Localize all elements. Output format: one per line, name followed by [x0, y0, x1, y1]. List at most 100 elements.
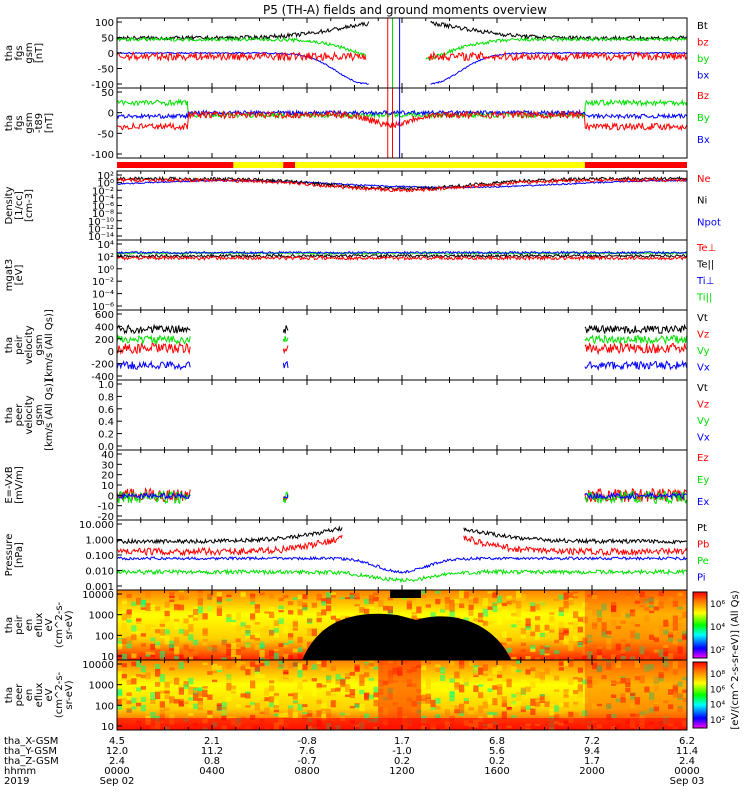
- spectrogram-cell: [155, 681, 161, 687]
- spectrogram-cell: [136, 702, 142, 707]
- spectrogram-cell: [159, 623, 165, 627]
- x-col-value: 1600: [484, 766, 509, 777]
- spectrogram-cell: [539, 600, 545, 608]
- legend-Pi: Pi: [697, 573, 706, 584]
- spectrogram-cell: [202, 662, 208, 666]
- spectrogram-cell: [425, 604, 431, 608]
- spectrogram-cell: [473, 597, 479, 604]
- y-tick-label: 10: [101, 481, 114, 492]
- spectrogram-cell: [592, 662, 598, 670]
- spectrogram-cell: [174, 619, 180, 622]
- y-axis-label: [cm-3]: [24, 189, 35, 222]
- spectrogram-cell: [620, 678, 626, 684]
- x-col-value: 9.4: [584, 746, 600, 757]
- spectrogram-cell: [511, 715, 517, 718]
- spectrogram-cell: [625, 643, 631, 651]
- spectrogram-cell: [155, 691, 161, 700]
- spectrogram-cell: [592, 644, 598, 647]
- spectrogram-cell: [188, 705, 194, 708]
- spectrogram-cell: [596, 709, 602, 712]
- spectrogram-cell: [634, 610, 640, 615]
- x-col-value: 4.5: [109, 736, 125, 747]
- y-tick-label: 10⁻⁸: [92, 209, 114, 220]
- spectrogram-cell: [549, 707, 555, 716]
- spectrogram-cell: [639, 646, 645, 655]
- spectrogram-cell: [539, 671, 545, 680]
- x-col-value: -0.8: [297, 736, 317, 747]
- spectrogram-cell: [582, 602, 588, 608]
- spectrogram-cell: [140, 643, 146, 647]
- spectrogram-cell: [207, 687, 213, 695]
- spectrogram-cell: [411, 729, 417, 730]
- spectrogram-cell: [435, 598, 441, 605]
- spectrogram-cell: [663, 700, 669, 704]
- spectrogram-cell: [140, 674, 146, 679]
- spectrogram-cell: [121, 638, 127, 645]
- colorbar-1: [692, 661, 708, 729]
- spectrogram-cell: [549, 612, 555, 616]
- y-axis-label: (cm^2-s-: [54, 671, 65, 718]
- spectrogram-cell: [677, 623, 683, 626]
- spectrogram-cell: [240, 591, 246, 598]
- spectrogram-cell: [677, 681, 683, 687]
- spectrogram-cell: [573, 677, 579, 680]
- spectrogram-cell: [169, 591, 175, 599]
- spectrogram-cell: [478, 619, 484, 623]
- spectrogram-cell: [516, 610, 522, 617]
- spectrogram-cell: [297, 594, 303, 601]
- spectrogram-cell: [117, 606, 123, 612]
- legend-Te⊥: Te⊥: [696, 243, 716, 254]
- spectrogram-cell: [525, 705, 531, 710]
- spectrogram-cell: [511, 693, 517, 698]
- spectrogram-cell: [235, 703, 241, 708]
- spectrogram-cell: [487, 714, 493, 719]
- legend-Npot: Npot: [697, 217, 721, 228]
- spectrogram-cell: [292, 711, 298, 718]
- spectrogram-cell: [440, 688, 446, 693]
- spectrogram-cell: [506, 706, 512, 709]
- spectrogram-cell: [558, 621, 564, 630]
- spectrogram-cell: [520, 680, 526, 685]
- spectrogram-cell: [292, 621, 298, 627]
- spectrogram-cell: [425, 693, 431, 700]
- spectrogram-cell: [235, 651, 241, 659]
- spectrogram-cell: [440, 675, 446, 681]
- x-col-value: 1.7: [394, 736, 410, 747]
- spectrogram-cell: [554, 639, 560, 644]
- spectrogram-cell: [639, 714, 645, 722]
- spectrogram-cell: [183, 596, 189, 600]
- spectrogram-cell: [288, 640, 294, 644]
- spectrogram-cell: [653, 637, 659, 642]
- spectrogram-cell: [454, 705, 460, 710]
- y-tick-label: 0.001: [85, 582, 114, 593]
- spectrogram-cell: [449, 599, 455, 605]
- spectrogram-cell: [421, 665, 427, 671]
- spectrogram-cell: [687, 723, 692, 726]
- spectrogram-cell: [174, 699, 180, 704]
- spectrogram-cell: [539, 645, 545, 649]
- spectrogram-cell: [193, 691, 199, 696]
- spectrogram-cell: [601, 625, 607, 634]
- spectrogram-cell: [459, 664, 465, 670]
- spectrogram-cell: [687, 609, 692, 614]
- spectrogram-cell: [169, 702, 175, 711]
- legend-Vy: Vy: [697, 346, 710, 357]
- spectrogram-cell: [459, 703, 465, 709]
- panel-frame-2: [116, 170, 688, 241]
- spectrogram-cell: [535, 603, 541, 611]
- spectrogram-cell: [530, 670, 536, 679]
- spectrogram-cell: [425, 683, 431, 690]
- y-tick-label: 20: [101, 471, 114, 482]
- spectrogram-cell: [606, 636, 612, 639]
- spectrogram-cell: [592, 622, 598, 626]
- spectrogram-cell: [221, 657, 227, 660]
- trace-vx-1: [282, 360, 289, 369]
- trace-te-par-0: [117, 253, 687, 259]
- trace-vy-0: [117, 334, 191, 346]
- spectrogram-cell: [273, 648, 279, 652]
- y-axis-label: -t89: [34, 113, 45, 133]
- spectrogram-cell: [216, 656, 222, 660]
- spectrogram-cell: [264, 689, 270, 696]
- spectrogram-cell: [226, 614, 232, 618]
